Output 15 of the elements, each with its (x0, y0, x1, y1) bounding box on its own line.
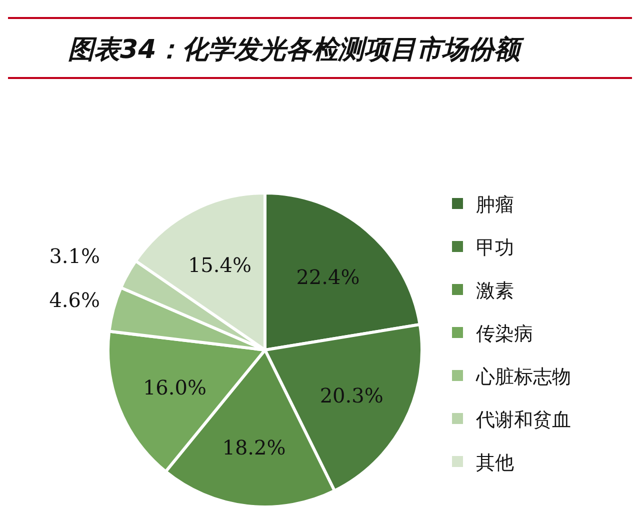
data-label: 4.6% (49, 288, 100, 312)
legend-label: 激素 (476, 281, 514, 302)
data-label: 15.4% (188, 252, 252, 277)
data-label: 18.2% (222, 436, 286, 460)
legend-label: 心脏标志物 (475, 366, 571, 388)
legend-label: 肿瘤 (476, 194, 514, 216)
data-label: 20.3% (320, 383, 384, 408)
data-label: 16.0% (142, 375, 206, 400)
data-label: 22.4% (296, 264, 360, 289)
chart-title: 图表34：化学发光各检测项目市场份额 (68, 35, 526, 65)
legend-label: 传染病 (476, 323, 533, 345)
legend-label: 甲功 (476, 238, 514, 259)
legend-label: 代谢和贫血 (475, 410, 571, 431)
legend-label: 其他 (476, 453, 514, 474)
data-label: 3.1% (49, 244, 100, 268)
